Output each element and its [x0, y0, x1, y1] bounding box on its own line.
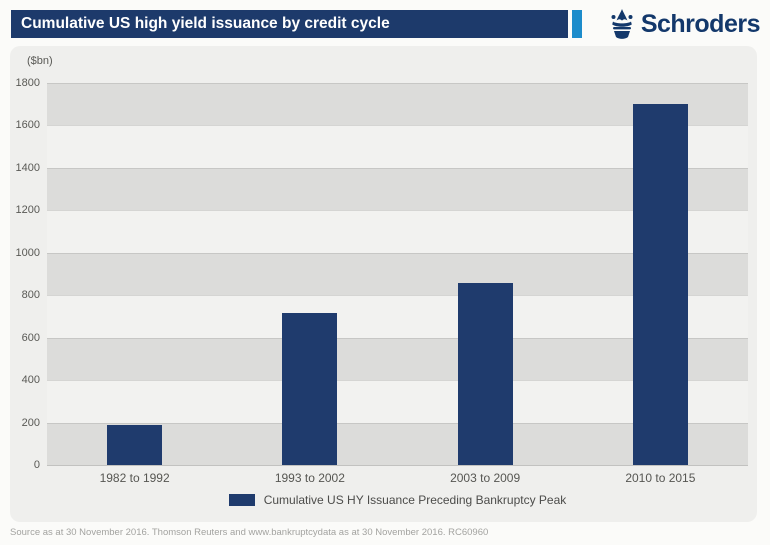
page-title: Cumulative US high yield issuance by cre… [21, 15, 390, 32]
plot-area [47, 83, 748, 466]
grid-band [47, 210, 748, 253]
grid-band [47, 295, 748, 338]
bar [457, 282, 513, 465]
y-axis-tick-label: 800 [21, 289, 40, 302]
grid-band [47, 83, 748, 126]
title-accent-stripe [572, 10, 582, 38]
grid-band [47, 380, 748, 423]
bar [282, 313, 338, 465]
y-axis-tick-label: 400 [21, 374, 40, 387]
schroders-crest-icon [608, 8, 636, 40]
grid-band [47, 252, 748, 296]
legend: Cumulative US HY Issuance Preceding Bank… [47, 491, 748, 509]
legend-label: Cumulative US HY Issuance Preceding Bank… [263, 493, 567, 507]
y-axis-tick-label: 1200 [15, 204, 40, 217]
y-axis-tick-label: 200 [21, 416, 40, 429]
y-axis-tick-label: 1000 [15, 246, 40, 259]
y-axis-tick-label: 1400 [15, 161, 40, 174]
y-axis-tick-label: 0 [33, 459, 40, 471]
bar [632, 104, 688, 465]
brand-logo: Schroders [594, 6, 761, 42]
y-axis-tick-label: 1600 [15, 119, 40, 132]
grid-band [47, 422, 748, 465]
x-axis-tick-label: 1993 to 2002 [274, 471, 345, 485]
y-axis-tick-label: 1800 [15, 77, 40, 89]
y-axis-tick-label: 600 [21, 331, 40, 344]
chart-title-bar: Cumulative US high yield issuance by cre… [11, 10, 568, 38]
x-axis-tick-label: 2003 to 2009 [450, 471, 521, 485]
brand-name: Schroders [640, 9, 761, 38]
x-axis-tick-label: 1982 to 1992 [99, 471, 170, 485]
y-axis-unit-label: ($bn) [27, 55, 53, 67]
bar [107, 424, 163, 465]
source-note: Source as at 30 November 2016. Thomson R… [10, 527, 489, 538]
legend-swatch [228, 494, 255, 506]
chart-panel: ($bn) 0 200 400 600 800 1000 1200 1400 1600 1800 … [10, 46, 757, 522]
grid-band [47, 125, 748, 168]
grid-band [47, 167, 748, 211]
x-axis-tick-label: 2010 to 2015 [625, 471, 696, 485]
grid-band [47, 337, 748, 381]
